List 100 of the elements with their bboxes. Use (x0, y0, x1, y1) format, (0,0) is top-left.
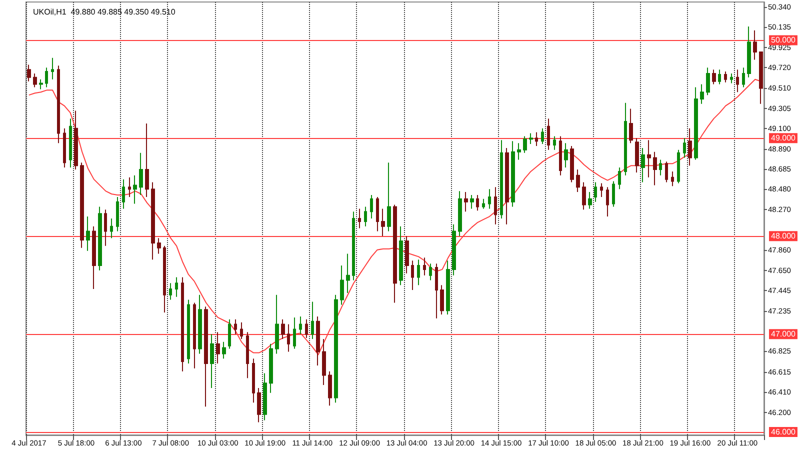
ref-line-label: 50.000 (771, 36, 796, 45)
candlestick (730, 73, 733, 84)
candlestick (647, 140, 651, 178)
candlestick (63, 128, 66, 168)
candlestick (263, 372, 267, 421)
candlestick (80, 162, 84, 248)
candlestick (559, 136, 562, 176)
candlestick (624, 102, 627, 176)
candlestick (511, 140, 515, 208)
candlestick (417, 259, 420, 286)
candlestick (435, 263, 438, 319)
candlestick (429, 263, 432, 281)
candlestick (252, 358, 255, 404)
candlestick (86, 216, 90, 252)
candlestick (110, 218, 113, 239)
candlestick (193, 302, 196, 369)
candlestick (618, 167, 621, 190)
candlestick (718, 69, 721, 85)
candlestick (446, 260, 450, 316)
candlestick (145, 122, 149, 198)
candlestick (364, 206, 367, 227)
candlestick (600, 182, 603, 198)
candlestick (175, 276, 178, 298)
candlestick (122, 178, 125, 210)
candlestick (163, 245, 166, 314)
candlestick (582, 182, 586, 210)
candlestick (322, 338, 326, 386)
candlestick (588, 192, 592, 210)
candlestick (517, 142, 521, 160)
candlestick (257, 387, 261, 423)
candlestick (753, 30, 757, 60)
candlestick (742, 67, 745, 88)
candlestick (281, 318, 285, 340)
text: UKOil,H1 49.880 49.885 49.350 49.510 (33, 8, 176, 16)
candlestick (198, 294, 202, 354)
candlestick (328, 370, 332, 406)
candlestick (629, 108, 633, 144)
candlestick (116, 196, 119, 232)
candlestick (488, 188, 491, 210)
line-series (28, 78, 762, 356)
candlestick (440, 284, 444, 316)
candlestick (677, 149, 680, 184)
candlestick (376, 196, 379, 232)
candlestick (671, 170, 674, 187)
candlestick (74, 110, 78, 170)
candlestick (151, 182, 155, 260)
candlestick (216, 332, 220, 364)
candlestick (334, 294, 338, 404)
ref-line-label: 47.000 (771, 330, 796, 339)
candlestick (706, 67, 710, 96)
candlestick (381, 208, 385, 237)
candlestick (69, 118, 72, 168)
candlestick (204, 306, 208, 408)
candlestick (736, 69, 739, 93)
candlestick (535, 132, 538, 147)
candlestick (700, 84, 704, 104)
candlestick (92, 226, 96, 290)
candlestick (57, 65, 60, 144)
candlestick (405, 236, 409, 274)
candlestick (352, 211, 355, 281)
candlestick (423, 257, 426, 276)
candlestick (316, 316, 320, 366)
candlestick (712, 69, 716, 85)
ref-line-label: 49.000 (771, 134, 796, 143)
candlestick (98, 206, 102, 271)
candlestick (464, 192, 468, 212)
candlestick (358, 208, 361, 229)
candlestick (476, 194, 479, 212)
candlestick (33, 73, 37, 88)
candlestick (222, 341, 226, 360)
candlestick (293, 316, 296, 350)
candlestick (228, 318, 231, 350)
candlestick (387, 162, 391, 232)
candlestick (275, 294, 279, 354)
candlestick (51, 57, 54, 80)
candlestick (594, 182, 597, 202)
candlestick (564, 142, 568, 168)
candlestick (128, 176, 131, 198)
candlestick (169, 282, 172, 300)
candlestick (747, 26, 751, 78)
candlestick (104, 209, 107, 246)
candlestick (133, 174, 137, 204)
candlestick (612, 180, 615, 208)
candlestick (246, 332, 249, 379)
candlestick (541, 128, 544, 145)
candlestick (452, 224, 456, 276)
candlestick (683, 138, 686, 158)
candlestick (505, 147, 509, 225)
candlestick (576, 169, 580, 193)
candlestick (411, 260, 414, 291)
candlestick (39, 78, 43, 90)
candlestick (458, 190, 462, 237)
candlestick (653, 151, 657, 186)
candlestick (305, 318, 308, 339)
ref-line-label: 46.000 (771, 428, 796, 437)
ref-line-label: 48.000 (771, 232, 796, 241)
candlestick (45, 67, 48, 88)
candlestick (570, 146, 574, 183)
candlestick (641, 147, 645, 183)
candlestick (27, 64, 31, 82)
